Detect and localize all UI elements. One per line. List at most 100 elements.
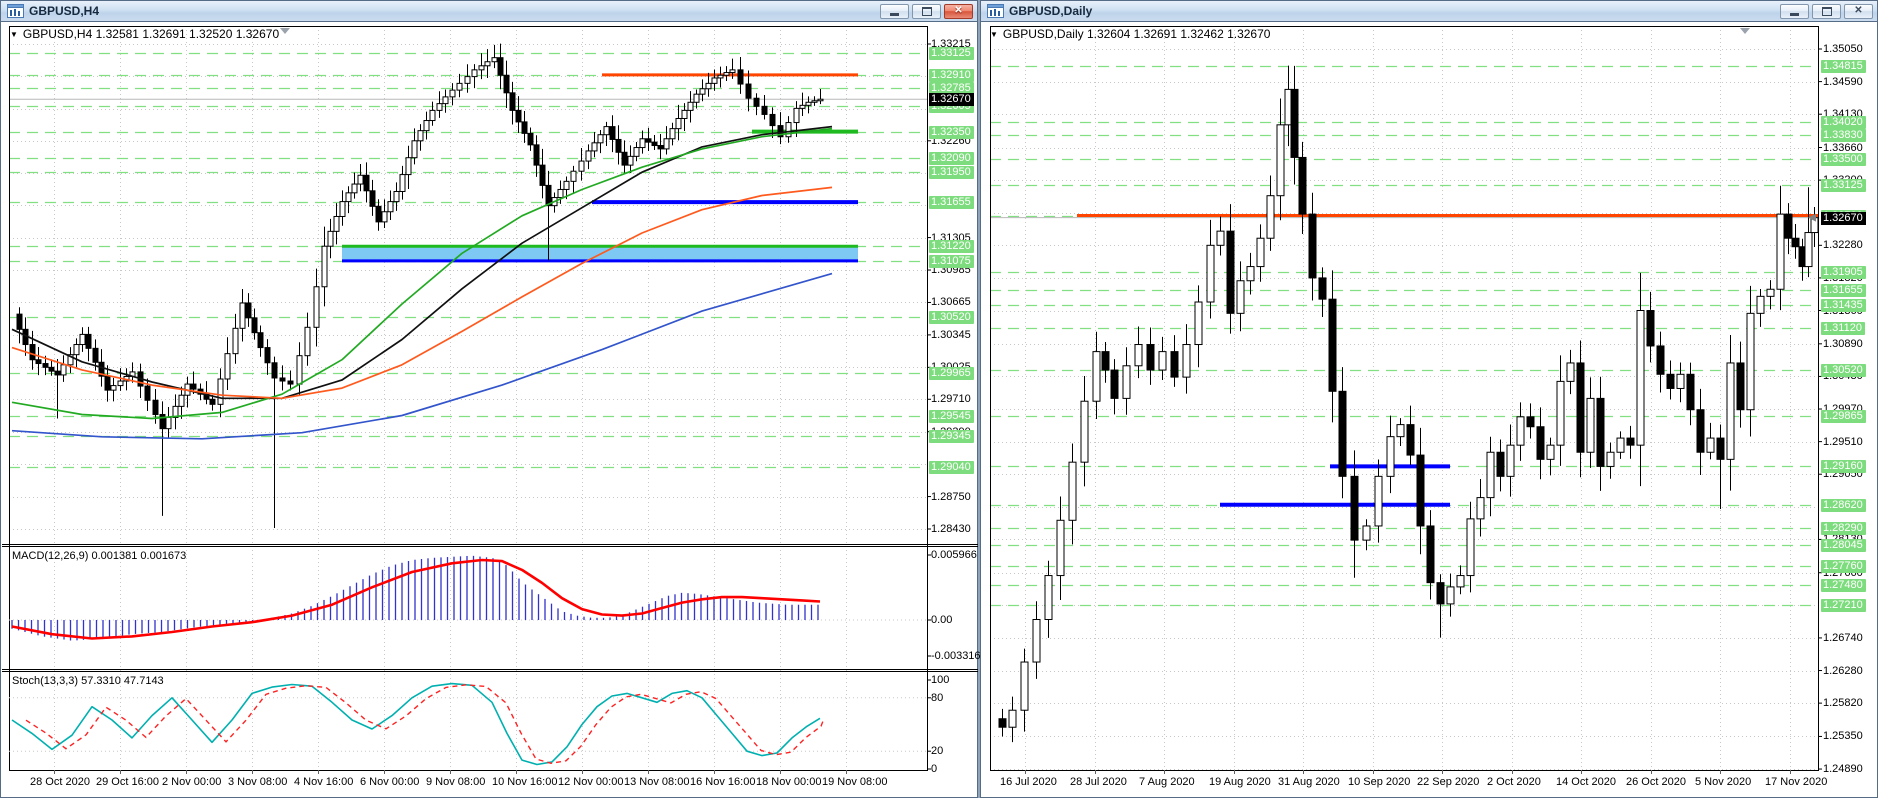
titlebar-daily[interactable]: GBPUSD,Daily ✕ <box>981 1 1877 22</box>
price-level-label: 1.34020 <box>1821 116 1866 129</box>
time-axis-label: 26 Oct 2020 <box>1626 776 1686 788</box>
time-axis-label: 18 Nov 00:00 <box>756 776 822 788</box>
price-level-label: 1.30520 <box>1821 364 1866 377</box>
price-axis-label: 1.29710 <box>931 393 971 405</box>
ma-orange-moving-average-line <box>11 186 833 400</box>
price-level-label: 1.28620 <box>1821 499 1866 512</box>
time-axis-label: 28 Oct 2020 <box>30 776 90 788</box>
price-axis-label: 1.34590 <box>1823 76 1863 88</box>
stoch-axis-label: 100 <box>931 674 950 686</box>
time-axis-label: 29 Oct 16:00 <box>96 776 159 788</box>
chart-canvas <box>2 26 978 774</box>
time-axis-label: 7 Aug 2020 <box>1139 776 1195 788</box>
price-axis-label: 1.29510 <box>1823 436 1863 448</box>
restore-button[interactable] <box>912 3 941 19</box>
close-button[interactable]: ✕ <box>1844 3 1873 19</box>
minimize-button[interactable] <box>880 3 909 19</box>
chart-window-icon <box>987 4 1004 18</box>
price-level-label: 1.32090 <box>929 152 974 165</box>
macd-indicator-label: MACD(12,26,9) 0.001381 0.001673 <box>12 550 187 562</box>
time-axis-label: 5 Nov 2020 <box>1695 776 1752 788</box>
chart-window-daily[interactable]: GBPUSD,Daily ✕ ▼ GBPUSD,Daily 1.32604 1.3… <box>980 0 1878 798</box>
price-level-label: 1.32785 <box>929 82 974 95</box>
time-axis-label: 19 Nov 08:00 <box>822 776 888 788</box>
price-level-label: 1.33830 <box>1821 129 1866 142</box>
price-level-label: 1.31655 <box>929 196 974 209</box>
restore-button[interactable] <box>1812 3 1841 19</box>
price-level-label: 1.27210 <box>1821 599 1866 612</box>
restore-icon <box>921 6 932 16</box>
price-level-label: 1.33125 <box>1821 179 1866 192</box>
time-axis-label: 12 Nov 00:00 <box>558 776 624 788</box>
price-level-label: 1.31905 <box>1821 266 1866 279</box>
price-level-label: 1.28045 <box>1821 539 1866 552</box>
stoch-axis-label: 80 <box>931 692 944 704</box>
price-axis-label: 1.26740 <box>1823 632 1863 644</box>
price-level-label: 1.29040 <box>929 461 974 474</box>
time-axis-label: 17 Nov 2020 <box>1765 776 1828 788</box>
dropdown-arrow-icon[interactable]: ▼ <box>10 30 18 39</box>
price-level-label: 1.29545 <box>929 410 974 423</box>
horizontal-gridlines <box>9 44 927 530</box>
time-axis-label: 14 Oct 2020 <box>1556 776 1616 788</box>
price-level-label: 1.29965 <box>929 367 974 380</box>
price-level-label: 1.29865 <box>1821 410 1866 423</box>
time-axis-label: 13 Nov 08:00 <box>624 776 690 788</box>
time-axis-label: 4 Nov 16:00 <box>294 776 354 788</box>
titlebar-h4[interactable]: GBPUSD,H4 ✕ <box>1 1 977 22</box>
time-axis-label: 16 Jul 2020 <box>1000 776 1057 788</box>
chart-area-h4[interactable]: ▼ GBPUSD,H4 1.32581 1.32691 1.32520 1.326… <box>2 23 981 796</box>
price-level-label: 1.31655 <box>1821 284 1866 297</box>
stoch-d-line <box>25 684 825 765</box>
ma-blue-moving-average-line <box>11 272 833 440</box>
green-level-lines <box>990 65 1818 607</box>
price-level-label: 1.34815 <box>1821 60 1866 73</box>
minimize-button[interactable] <box>1780 3 1809 19</box>
time-axis-label: 10 Nov 16:00 <box>492 776 558 788</box>
vertical-gridlines <box>54 26 847 770</box>
price-axis-label: 1.30345 <box>931 329 971 341</box>
chart-shift-marker-icon <box>280 28 290 34</box>
chart-area-daily[interactable]: ▼ GBPUSD,Daily 1.32604 1.32691 1.32462 1.… <box>982 23 1876 796</box>
price-level-label: 1.31950 <box>929 166 974 179</box>
macd-axis-label: 0.00 <box>931 614 953 626</box>
stoch-indicator-label: Stoch(13,3,3) 57.3310 47.7143 <box>12 675 164 687</box>
time-axis-label: 28 Jul 2020 <box>1070 776 1127 788</box>
minimize-icon <box>1790 12 1799 16</box>
chart-window-icon <box>7 4 24 18</box>
time-axis-label: 2 Oct 2020 <box>1487 776 1541 788</box>
close-icon: ✕ <box>1854 5 1863 16</box>
close-button[interactable]: ✕ <box>944 3 973 19</box>
dropdown-arrow-icon[interactable]: ▼ <box>990 30 998 39</box>
time-axis-label: 31 Aug 2020 <box>1278 776 1340 788</box>
price-axis-label: 1.30890 <box>1823 338 1863 350</box>
time-axis-label: 6 Nov 00:00 <box>360 776 420 788</box>
time-axis-label: 16 Nov 16:00 <box>690 776 756 788</box>
stoch-axis-label: 20 <box>931 745 944 757</box>
chart-canvas <box>990 26 1822 774</box>
price-level-label: 1.27760 <box>1821 560 1866 573</box>
price-level-label: 1.31435 <box>1821 299 1866 312</box>
time-axis-label: 22 Sep 2020 <box>1417 776 1480 788</box>
price-axis-label: 1.33660 <box>1823 142 1863 154</box>
ma-black-moving-average-line <box>11 125 833 400</box>
last-price-arrow-icon <box>1808 213 1816 222</box>
price-level-label: 1.30520 <box>929 311 974 324</box>
minimize-icon <box>890 12 899 16</box>
macd-axis-label: -0.003316 <box>931 650 981 662</box>
price-level-label: 1.33500 <box>1821 153 1866 166</box>
price-level-label: 1.31075 <box>929 255 974 268</box>
ma-green-moving-average-line <box>11 127 833 420</box>
chart-window-h4[interactable]: GBPUSD,H4 ✕ ▼ GBPUSD,H4 1.32581 1.32691 1… <box>0 0 981 798</box>
time-axis-label: 2 Nov 00:00 <box>162 776 222 788</box>
window-title: GBPUSD,H4 <box>29 4 100 18</box>
price-level-label: 1.28290 <box>1821 522 1866 535</box>
price-level-label: 1.31220 <box>929 240 974 253</box>
chart-info-line: ▼ GBPUSD,Daily 1.32604 1.32691 1.32462 1.… <box>990 27 1271 41</box>
candlestick-series <box>16 43 824 528</box>
macd-signal-line <box>11 558 821 640</box>
restore-icon <box>1821 6 1832 16</box>
price-axis-label: 1.28750 <box>931 491 971 503</box>
stoch-k-line <box>11 682 821 766</box>
macd-histogram <box>11 555 819 641</box>
